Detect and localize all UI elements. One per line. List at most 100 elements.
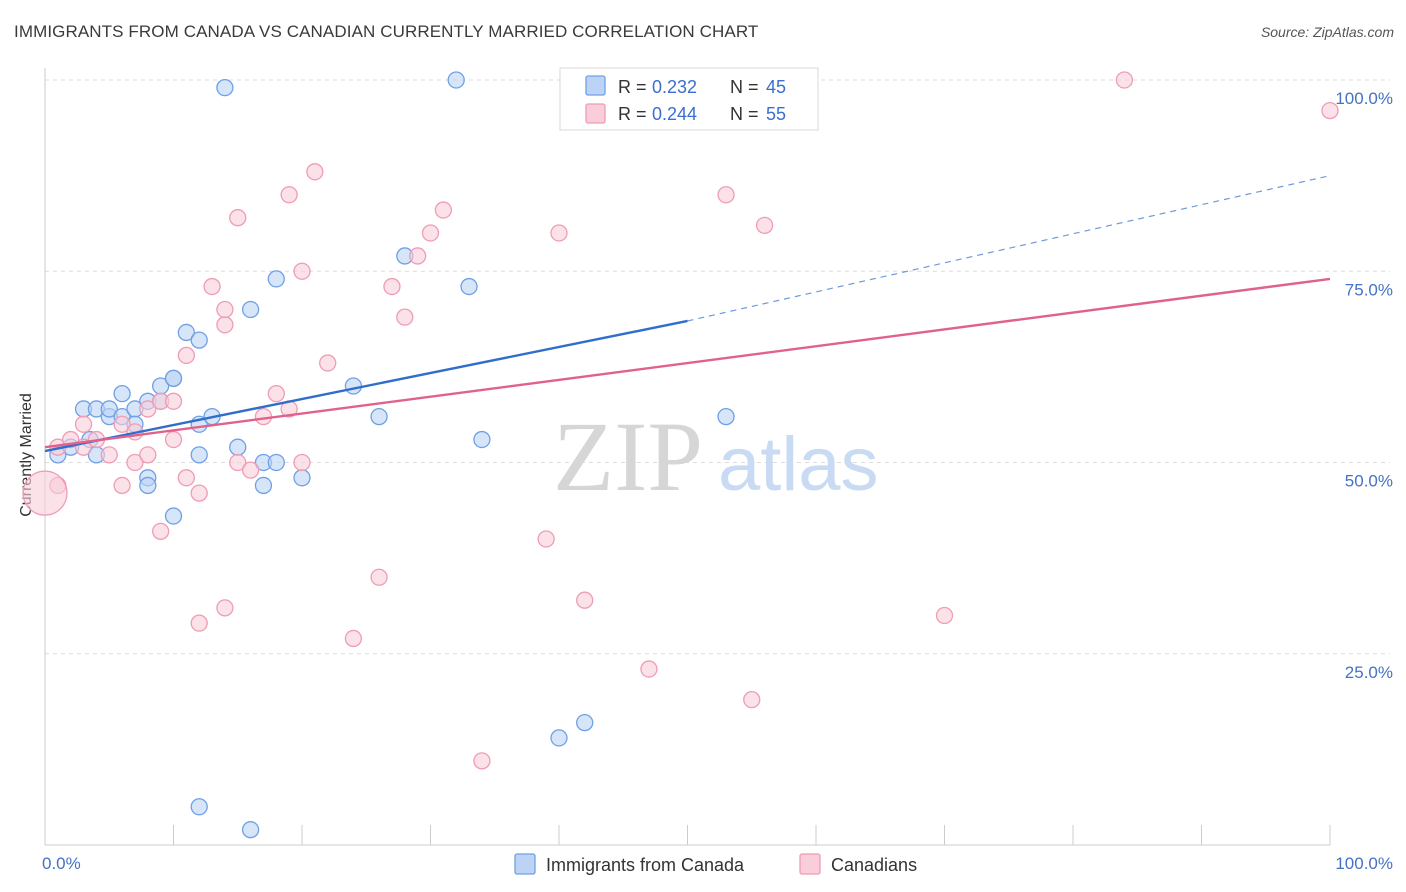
point-canadians <box>421 224 440 242</box>
bottom-legend-label-canadians: Canadians <box>831 855 917 875</box>
point-immigrants-from-canada <box>164 507 183 525</box>
point-canadians <box>151 522 170 540</box>
point-immigrants-from-canada <box>241 300 260 319</box>
point-canadians <box>1321 101 1339 120</box>
point-canadians <box>306 163 324 181</box>
point-canadians <box>576 591 594 609</box>
legend-r-label: R = <box>618 77 647 97</box>
trend-lines <box>44 175 1331 453</box>
point-canadians <box>216 316 234 334</box>
point-canadians <box>100 446 118 464</box>
point-canadians <box>473 752 491 770</box>
axes <box>44 68 1331 846</box>
trend-line-immigrants-extension <box>687 175 1331 322</box>
point-canadians <box>139 400 157 418</box>
point-immigrants-from-canada <box>139 476 157 495</box>
point-canadians <box>229 209 247 227</box>
point-immigrants-from-canada <box>216 79 234 97</box>
point-canadians <box>216 599 234 617</box>
point-canadians <box>203 277 221 296</box>
point-immigrants-from-canada <box>344 377 363 395</box>
legend-swatch-canadians <box>585 103 606 124</box>
gridlines <box>45 79 1390 655</box>
source-label: Source: ZipAtlas.com <box>1260 24 1394 40</box>
point-canadians <box>550 224 568 242</box>
point-immigrants-from-canada <box>576 713 594 732</box>
tick-labels: 25.0% 50.0% 75.0% 100.0% 0.0% 100.0% <box>42 89 1393 873</box>
point-canadians <box>717 186 735 204</box>
watermark: ZIP atlas <box>553 401 879 512</box>
bottom-legend-swatch-canadians <box>799 853 821 875</box>
point-immigrants-from-canada <box>164 369 183 388</box>
point-immigrants-from-canada <box>177 323 196 342</box>
legend-r-value: 0.232 <box>652 77 697 97</box>
x-tick-label-min: 0.0% <box>42 854 81 873</box>
chart-title: IMMIGRANTS FROM CANADA VS CANADIAN CURRE… <box>14 22 759 41</box>
y-tick-label: 100.0% <box>1335 89 1393 108</box>
point-canadians <box>396 308 414 326</box>
point-canadians <box>126 453 144 472</box>
point-immigrants-from-canada <box>229 438 247 456</box>
point-canadians <box>280 186 298 204</box>
point-immigrants-from-canada <box>190 446 208 464</box>
point-canadians <box>293 262 311 280</box>
legend-n-label: N = <box>730 77 759 97</box>
x-tick-label-max: 100.0% <box>1335 854 1393 873</box>
legend-r-value: 0.244 <box>652 104 697 124</box>
bottom-legend-label-immigrants: Immigrants from Canada <box>546 855 745 875</box>
point-canadians <box>254 407 273 426</box>
point-immigrants-from-canada <box>717 407 735 426</box>
point-canadians <box>190 484 208 502</box>
point-canadians <box>177 346 196 365</box>
point-immigrants-from-canada <box>267 270 285 288</box>
point-canadians <box>755 216 774 235</box>
watermark-atlas: atlas <box>718 422 879 507</box>
point-immigrants-from-canada <box>473 430 491 449</box>
point-immigrants-from-canada <box>100 400 118 418</box>
legend-n-label: N = <box>730 104 759 124</box>
point-canadians <box>344 629 363 648</box>
point-canadians <box>319 354 337 372</box>
y-tick-label: 25.0% <box>1345 663 1393 682</box>
point-canadians <box>229 453 247 472</box>
point-canadians <box>383 277 401 296</box>
point-canadians <box>267 384 285 403</box>
trend-line-immigrants <box>44 319 688 453</box>
bottom-legend: Immigrants from Canada Canadians <box>514 853 917 875</box>
point-immigrants-from-canada <box>370 407 388 426</box>
point-canadians <box>434 201 453 219</box>
point-canadians <box>22 470 68 516</box>
point-immigrants-from-canada <box>447 71 465 89</box>
legend-swatch-immigrants <box>585 75 606 96</box>
point-immigrants-from-canada <box>267 453 285 472</box>
legend: R = 0.232 N = 45 R = 0.244 N = 55 <box>559 67 819 131</box>
trend-line-canadians <box>44 277 1331 449</box>
watermark-zip: ZIP <box>553 401 703 512</box>
point-immigrants-from-canada <box>254 476 273 495</box>
point-canadians <box>139 446 157 464</box>
point-canadians <box>113 415 131 433</box>
point-canadians <box>408 247 427 265</box>
point-canadians <box>164 392 183 410</box>
legend-n-value: 55 <box>766 104 786 124</box>
point-immigrants-from-canada <box>460 277 478 296</box>
point-canadians <box>640 660 658 678</box>
point-canadians <box>935 606 954 625</box>
point-canadians <box>241 461 260 479</box>
y-tick-label: 75.0% <box>1345 280 1393 299</box>
point-canadians <box>190 614 208 632</box>
point-immigrants-from-canada <box>190 331 208 349</box>
point-canadians <box>293 453 311 472</box>
point-immigrants-from-canada <box>241 821 260 839</box>
point-canadians <box>74 415 93 433</box>
legend-n-value: 45 <box>766 77 786 97</box>
point-canadians <box>743 691 761 709</box>
point-canadians <box>1115 71 1134 89</box>
bottom-legend-swatch-immigrants <box>514 853 536 875</box>
point-canadians <box>177 469 196 487</box>
point-immigrants-from-canada <box>293 469 311 487</box>
point-canadians <box>216 300 234 319</box>
point-canadians <box>113 476 131 495</box>
point-immigrants-from-canada <box>550 729 568 747</box>
